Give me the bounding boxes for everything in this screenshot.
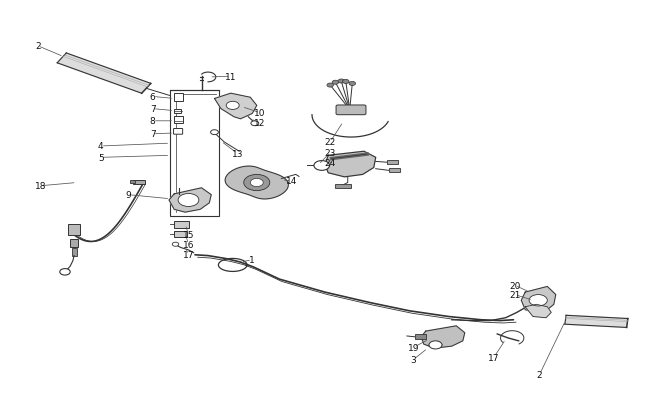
Text: 23: 23 (324, 149, 336, 158)
Polygon shape (225, 167, 289, 199)
Bar (133, 180, 145, 184)
Bar (174, 231, 187, 237)
Circle shape (343, 80, 349, 84)
Polygon shape (521, 287, 556, 314)
Circle shape (349, 82, 356, 86)
Bar (174, 109, 181, 114)
Text: 2: 2 (35, 42, 40, 51)
Bar (335, 185, 351, 189)
Text: 7: 7 (150, 105, 155, 114)
Text: 2: 2 (537, 370, 542, 379)
Circle shape (226, 102, 239, 110)
Bar (174, 222, 188, 228)
Text: 19: 19 (408, 343, 419, 352)
Text: 17: 17 (488, 353, 500, 362)
Text: 13: 13 (231, 149, 243, 158)
Bar (68, 224, 80, 236)
Circle shape (172, 243, 179, 247)
Bar (174, 117, 183, 124)
Text: 8: 8 (150, 117, 155, 126)
Circle shape (314, 161, 330, 171)
Circle shape (529, 295, 547, 306)
Polygon shape (214, 94, 257, 119)
Text: 15: 15 (183, 230, 194, 239)
Text: 10: 10 (254, 109, 266, 118)
Bar (387, 160, 398, 164)
Text: 18: 18 (34, 182, 46, 191)
Bar (389, 168, 400, 173)
Text: 21: 21 (509, 290, 521, 299)
Circle shape (211, 130, 218, 135)
FancyBboxPatch shape (174, 129, 183, 135)
Circle shape (332, 81, 339, 85)
Bar (70, 239, 78, 247)
Circle shape (178, 194, 199, 207)
Polygon shape (325, 152, 376, 177)
Text: 7: 7 (150, 130, 155, 139)
Circle shape (338, 80, 344, 84)
Bar (174, 94, 183, 102)
Bar (170, 91, 219, 217)
Text: 5: 5 (98, 153, 103, 162)
Circle shape (244, 175, 270, 191)
Polygon shape (565, 315, 628, 328)
Bar (72, 249, 77, 256)
Text: 24: 24 (324, 158, 336, 167)
Polygon shape (525, 305, 551, 318)
Polygon shape (421, 326, 465, 348)
Text: 4: 4 (98, 142, 103, 151)
Circle shape (429, 341, 442, 349)
FancyBboxPatch shape (336, 106, 366, 115)
Text: 17: 17 (183, 251, 194, 260)
Text: 9: 9 (126, 191, 131, 200)
Circle shape (251, 122, 259, 126)
Text: 3: 3 (411, 355, 416, 364)
Bar (130, 181, 135, 183)
Text: 6: 6 (150, 93, 155, 102)
Text: 14: 14 (285, 177, 297, 186)
Text: 12: 12 (254, 119, 266, 128)
Text: 22: 22 (324, 138, 336, 147)
Text: 20: 20 (509, 281, 521, 290)
Circle shape (60, 269, 70, 275)
Text: 1: 1 (250, 256, 255, 264)
Polygon shape (169, 188, 211, 213)
Bar (415, 335, 426, 339)
Circle shape (250, 179, 263, 187)
Text: 16: 16 (183, 240, 194, 249)
Circle shape (327, 84, 333, 88)
Polygon shape (57, 54, 151, 94)
Text: 11: 11 (225, 72, 237, 81)
